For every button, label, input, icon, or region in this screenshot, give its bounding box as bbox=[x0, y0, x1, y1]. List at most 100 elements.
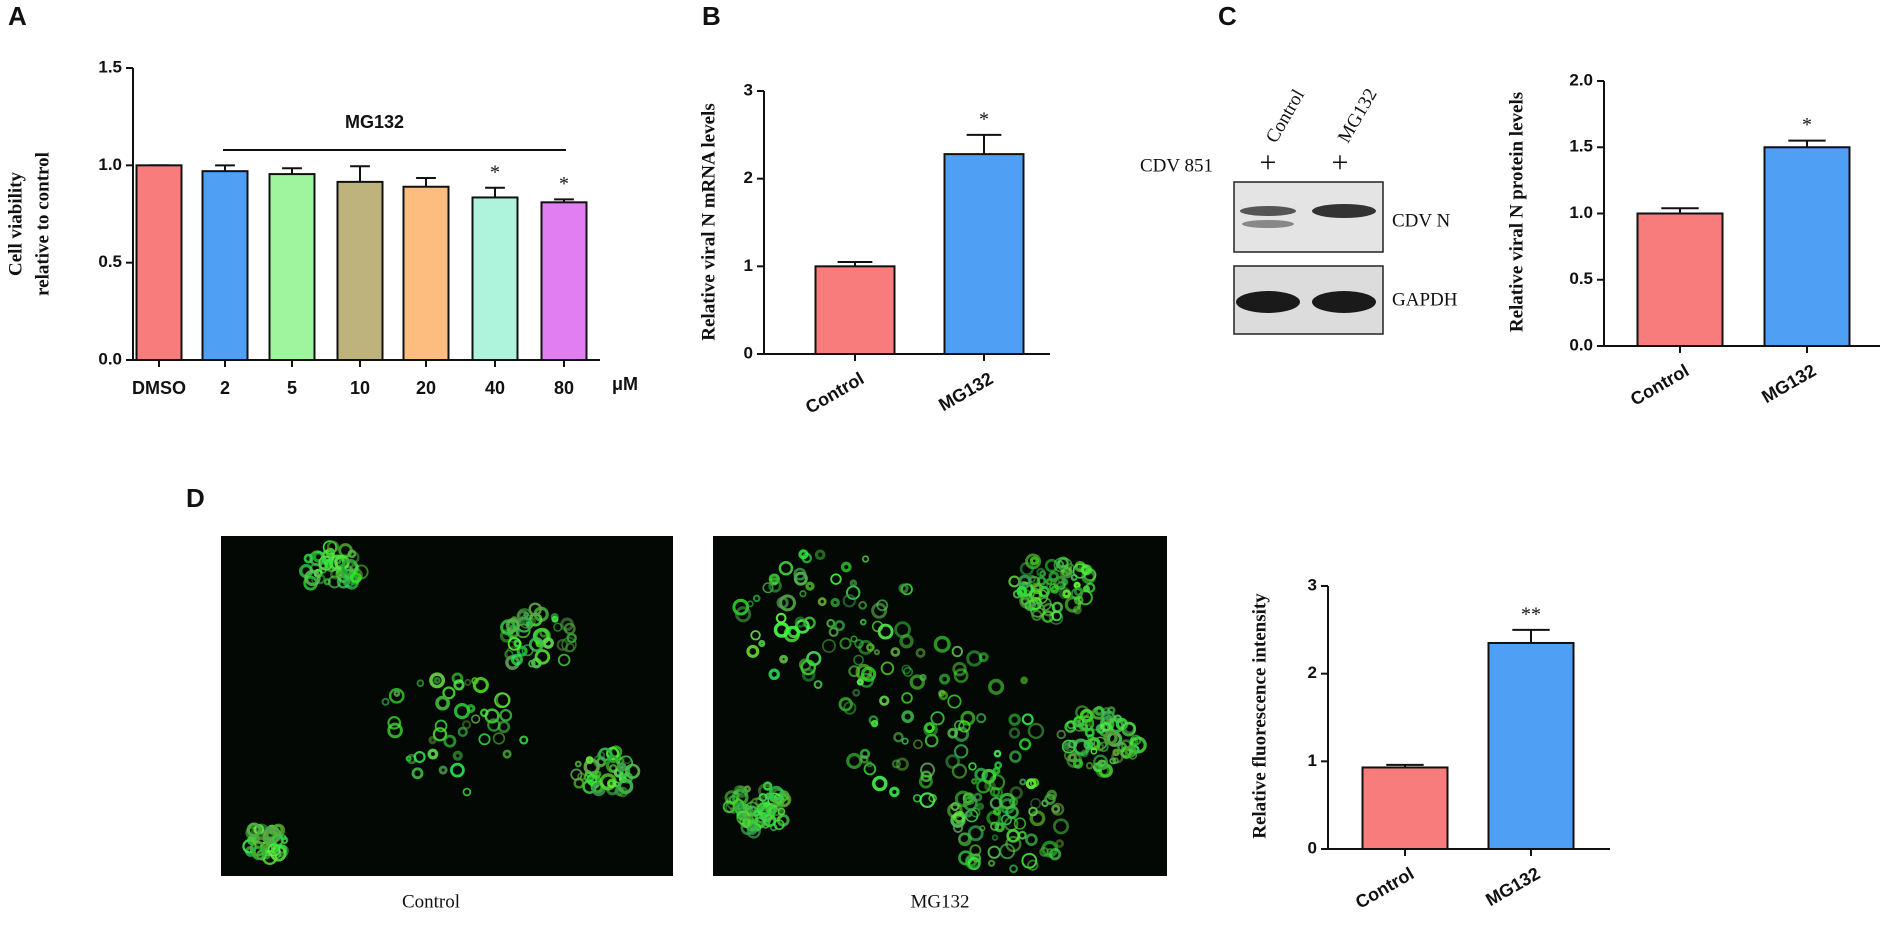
y-axis-label: Relative fluorescence intensity bbox=[1249, 593, 1270, 839]
cell bbox=[947, 727, 959, 739]
cell bbox=[1056, 581, 1066, 590]
cell bbox=[328, 575, 342, 589]
cell bbox=[557, 653, 571, 667]
cell bbox=[471, 677, 479, 685]
bar bbox=[268, 173, 316, 361]
cell bbox=[1094, 705, 1105, 716]
cell bbox=[499, 708, 513, 722]
cell bbox=[991, 834, 999, 841]
cell bbox=[1009, 864, 1018, 874]
cell bbox=[1052, 818, 1070, 835]
cell bbox=[577, 772, 586, 781]
cell bbox=[534, 649, 551, 665]
cell bbox=[762, 582, 774, 594]
cell bbox=[1103, 730, 1118, 746]
x-tick-label: MG132 bbox=[1758, 360, 1819, 407]
cell bbox=[891, 759, 901, 769]
cell bbox=[850, 635, 858, 643]
cell bbox=[947, 802, 963, 819]
cell bbox=[443, 734, 457, 748]
cell bbox=[951, 763, 968, 779]
cell bbox=[594, 770, 602, 778]
bar bbox=[471, 196, 519, 361]
significance: * bbox=[559, 173, 569, 195]
x-unit: μM bbox=[612, 374, 638, 394]
cell bbox=[451, 672, 464, 685]
cell bbox=[859, 748, 871, 760]
cell bbox=[494, 692, 511, 709]
cell bbox=[1056, 729, 1066, 740]
cell bbox=[758, 639, 766, 648]
cell bbox=[866, 643, 875, 652]
cell bbox=[609, 755, 618, 764]
cell bbox=[993, 749, 1002, 758]
cell bbox=[976, 779, 991, 794]
cell bbox=[989, 796, 1003, 810]
cell bbox=[393, 689, 401, 697]
bar bbox=[135, 164, 183, 361]
cell bbox=[919, 792, 936, 809]
cell bbox=[251, 846, 266, 860]
cell bbox=[499, 628, 514, 643]
cell bbox=[428, 735, 437, 745]
cell bbox=[1111, 750, 1124, 764]
cell bbox=[859, 618, 867, 626]
x-tick-label: MG132 bbox=[935, 368, 996, 415]
cell bbox=[863, 762, 877, 776]
cell bbox=[895, 757, 909, 771]
cell bbox=[750, 630, 761, 641]
cell bbox=[1128, 750, 1138, 760]
cell bbox=[988, 678, 1005, 695]
blot-panel bbox=[1233, 181, 1384, 335]
cell bbox=[1095, 763, 1111, 778]
y-tick-label: 1 bbox=[744, 256, 753, 275]
cell bbox=[840, 561, 852, 573]
cell bbox=[416, 679, 425, 688]
bar bbox=[814, 265, 896, 356]
x-tick-label: 80 bbox=[554, 378, 574, 398]
cell bbox=[270, 843, 280, 852]
cell bbox=[945, 754, 961, 769]
cell bbox=[923, 722, 938, 737]
cell bbox=[768, 668, 780, 681]
cell bbox=[1032, 588, 1049, 605]
cell bbox=[457, 726, 468, 737]
y-tick-label: 2 bbox=[744, 168, 753, 187]
panel-label: D bbox=[186, 483, 205, 513]
cell bbox=[735, 785, 749, 798]
cell bbox=[826, 618, 836, 628]
cell bbox=[800, 659, 817, 676]
cell bbox=[1073, 586, 1084, 597]
cell bbox=[918, 774, 933, 789]
cell bbox=[880, 661, 895, 676]
cell bbox=[434, 719, 448, 733]
cell bbox=[1000, 814, 1012, 826]
cell bbox=[952, 661, 967, 677]
cell bbox=[1100, 722, 1111, 733]
cell bbox=[1025, 778, 1037, 790]
cell bbox=[834, 620, 845, 632]
cell bbox=[951, 645, 963, 658]
cell bbox=[326, 540, 340, 553]
cell bbox=[617, 778, 634, 795]
cell bbox=[901, 692, 913, 704]
cell bbox=[1062, 589, 1072, 599]
cell bbox=[842, 594, 856, 608]
cell bbox=[901, 710, 914, 723]
cell bbox=[852, 688, 861, 697]
cell bbox=[497, 720, 511, 734]
cell bbox=[1079, 720, 1089, 730]
cell bbox=[622, 755, 632, 765]
cell bbox=[793, 567, 807, 581]
cell bbox=[967, 825, 984, 842]
cell bbox=[438, 765, 448, 775]
cell bbox=[958, 720, 971, 733]
cell bbox=[381, 697, 390, 706]
cell bbox=[405, 755, 412, 762]
y-tick-label: 3 bbox=[744, 80, 753, 99]
cell bbox=[913, 739, 923, 750]
cell bbox=[830, 597, 840, 608]
cell bbox=[919, 673, 927, 682]
cell bbox=[433, 677, 441, 685]
cell bbox=[953, 668, 969, 684]
